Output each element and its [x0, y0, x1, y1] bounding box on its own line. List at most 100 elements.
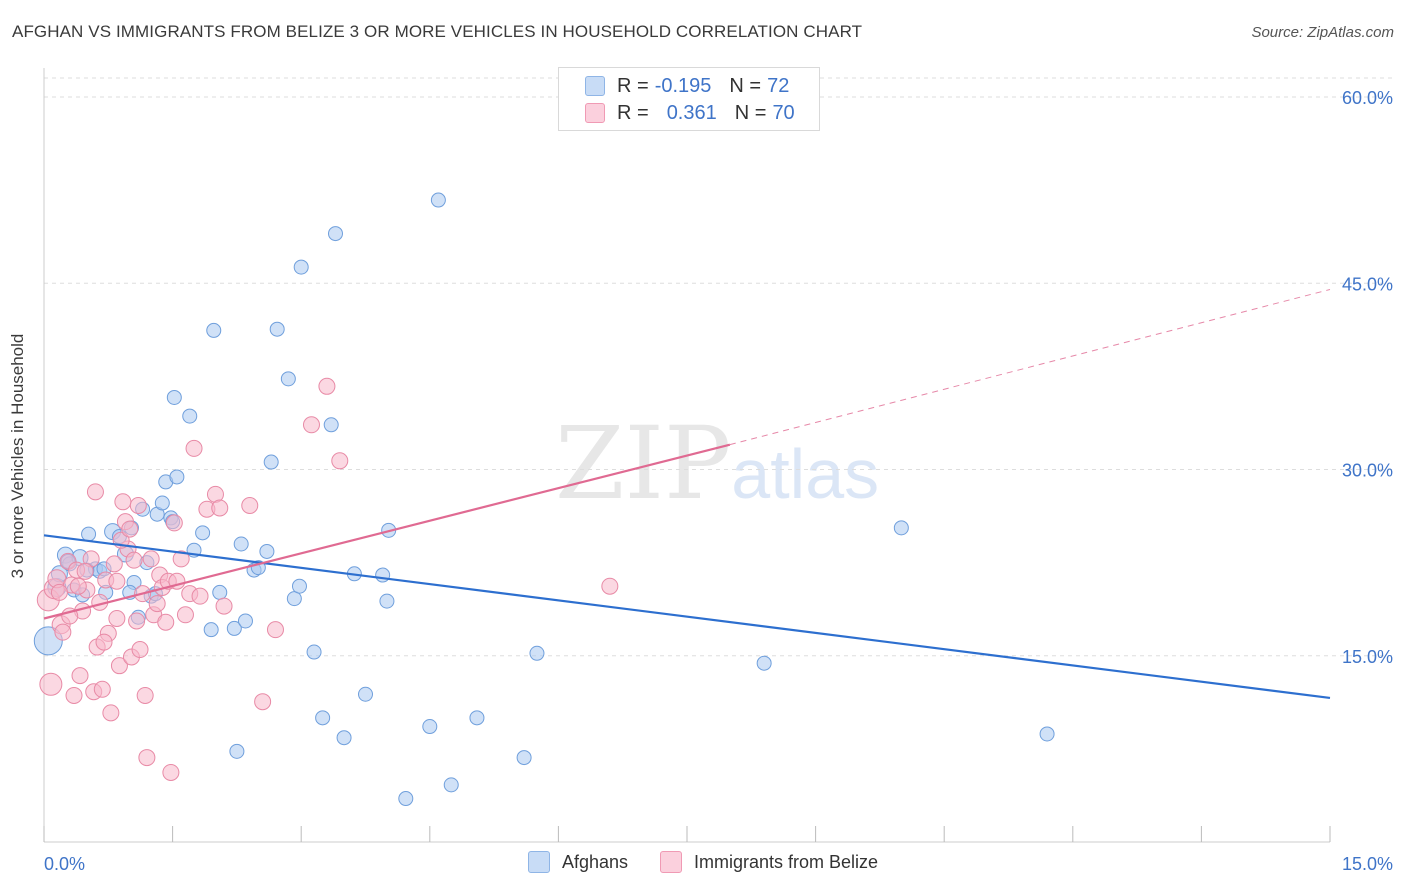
belize-point: [241, 497, 259, 515]
belize-point: [54, 623, 72, 641]
belize-point: [108, 610, 126, 627]
belize-point: [102, 704, 120, 722]
n-value: 70: [772, 101, 795, 124]
n-value: 72: [767, 74, 790, 97]
y-tick-label: 15.0%: [1342, 647, 1393, 667]
belize-point: [121, 520, 139, 538]
belize-point: [601, 577, 619, 595]
afghans-point: [327, 226, 343, 242]
belize-point: [65, 686, 83, 704]
belize-point: [331, 452, 349, 470]
r-value: -0.195: [654, 74, 712, 97]
belize-point: [215, 597, 233, 615]
r-label: R =: [617, 101, 649, 124]
afghans-point: [166, 389, 182, 405]
belize-point: [76, 562, 94, 580]
legend-label-belize: Immigrants from Belize: [694, 851, 879, 872]
afghans-point: [443, 777, 459, 793]
belize-trend-line: [43, 443, 731, 620]
source-label: Source: ZipAtlas.com: [1251, 24, 1394, 41]
afghans-point: [212, 584, 228, 600]
afghans-point: [422, 719, 438, 735]
belize-point: [302, 416, 320, 434]
afghans-point: [263, 454, 279, 470]
afghans-point: [81, 526, 97, 542]
stats-box: R = -0.195 N = 72 R = 0.361 N = 70: [558, 67, 820, 131]
belize-point: [108, 572, 126, 590]
r-label: R =: [617, 74, 649, 97]
belize-point: [266, 621, 284, 639]
afghans-point: [358, 686, 373, 702]
afghans-point: [203, 622, 219, 638]
chart-title: AFGHAN VS IMMIGRANTS FROM BELIZE 3 OR MO…: [12, 22, 863, 41]
belize-point: [138, 749, 156, 767]
belize-point: [114, 493, 132, 511]
watermark-atlas: atlas: [731, 435, 880, 513]
afghans-point: [291, 578, 307, 594]
watermark-zip: ZIP: [555, 405, 732, 522]
afghans-point: [280, 371, 296, 387]
afghans-point: [195, 525, 211, 541]
afghans-point: [1039, 726, 1055, 742]
belize-point: [185, 439, 203, 457]
legend-item-afghans[interactable]: Afghans: [527, 851, 628, 873]
afghans-point: [233, 536, 249, 552]
legend-item-belize[interactable]: Immigrants from Belize: [660, 851, 878, 873]
belize-point: [211, 499, 229, 517]
afghans-trend-line: [43, 534, 1331, 700]
belize-point: [318, 377, 336, 395]
belize-point: [128, 612, 146, 630]
belize-point: [69, 577, 87, 595]
stats-row-belize: R = 0.361 N = 70: [585, 100, 795, 126]
afghans-point: [269, 321, 285, 337]
afghans-point: [516, 750, 532, 766]
belize-point: [162, 763, 180, 781]
y-tick-label: 60.0%: [1342, 88, 1393, 108]
belize-point: [136, 686, 154, 704]
belize-point: [142, 550, 160, 568]
afghans-point: [229, 743, 245, 759]
belize-point: [93, 680, 111, 698]
afghans-point: [430, 192, 446, 208]
belize-point: [86, 483, 104, 501]
belize-point: [172, 550, 190, 568]
belize-point: [254, 693, 272, 711]
afghans-point: [893, 520, 909, 536]
r-value: 0.361: [666, 101, 717, 124]
afghans-point: [206, 322, 222, 338]
belize-point: [125, 551, 143, 569]
n-label: N =: [729, 74, 762, 97]
belize-point: [50, 583, 68, 601]
belize-point: [95, 633, 113, 651]
afghans-point: [375, 567, 391, 583]
legend: Afghans Immigrants from Belize: [0, 851, 1406, 873]
x-tick-label: 15.0%: [1342, 854, 1393, 874]
afghans-point: [306, 644, 322, 660]
afghans-point: [469, 710, 485, 726]
afghans-point: [398, 791, 414, 807]
y-tick-label: 45.0%: [1342, 274, 1393, 294]
belize-point: [71, 667, 89, 685]
afghans-point: [379, 593, 395, 609]
afghans-point: [182, 408, 198, 424]
y-tick-label: 30.0%: [1342, 461, 1393, 481]
afghans-point: [286, 591, 302, 607]
watermark: ZIPatlas: [555, 405, 879, 522]
belize-point: [191, 587, 209, 605]
belize-point: [148, 595, 166, 613]
belize-point: [157, 613, 175, 631]
afghans-point: [154, 495, 170, 511]
belize-swatch: [585, 103, 605, 123]
afghans-swatch: [585, 76, 605, 96]
belize-point: [129, 497, 147, 515]
belize-point: [110, 657, 128, 675]
y-axis-label: 3 or more Vehicles in Household: [8, 333, 27, 579]
stats-row-afghans: R = -0.195 N = 72: [585, 73, 789, 99]
belize-trend-extension: [729, 288, 1331, 446]
afghans-point: [293, 259, 309, 275]
afghans-point: [237, 613, 253, 629]
afghans-point: [259, 543, 275, 559]
afghans-point: [169, 469, 185, 485]
legend-swatch-afghans: [527, 851, 550, 873]
afghans-point: [336, 730, 352, 746]
